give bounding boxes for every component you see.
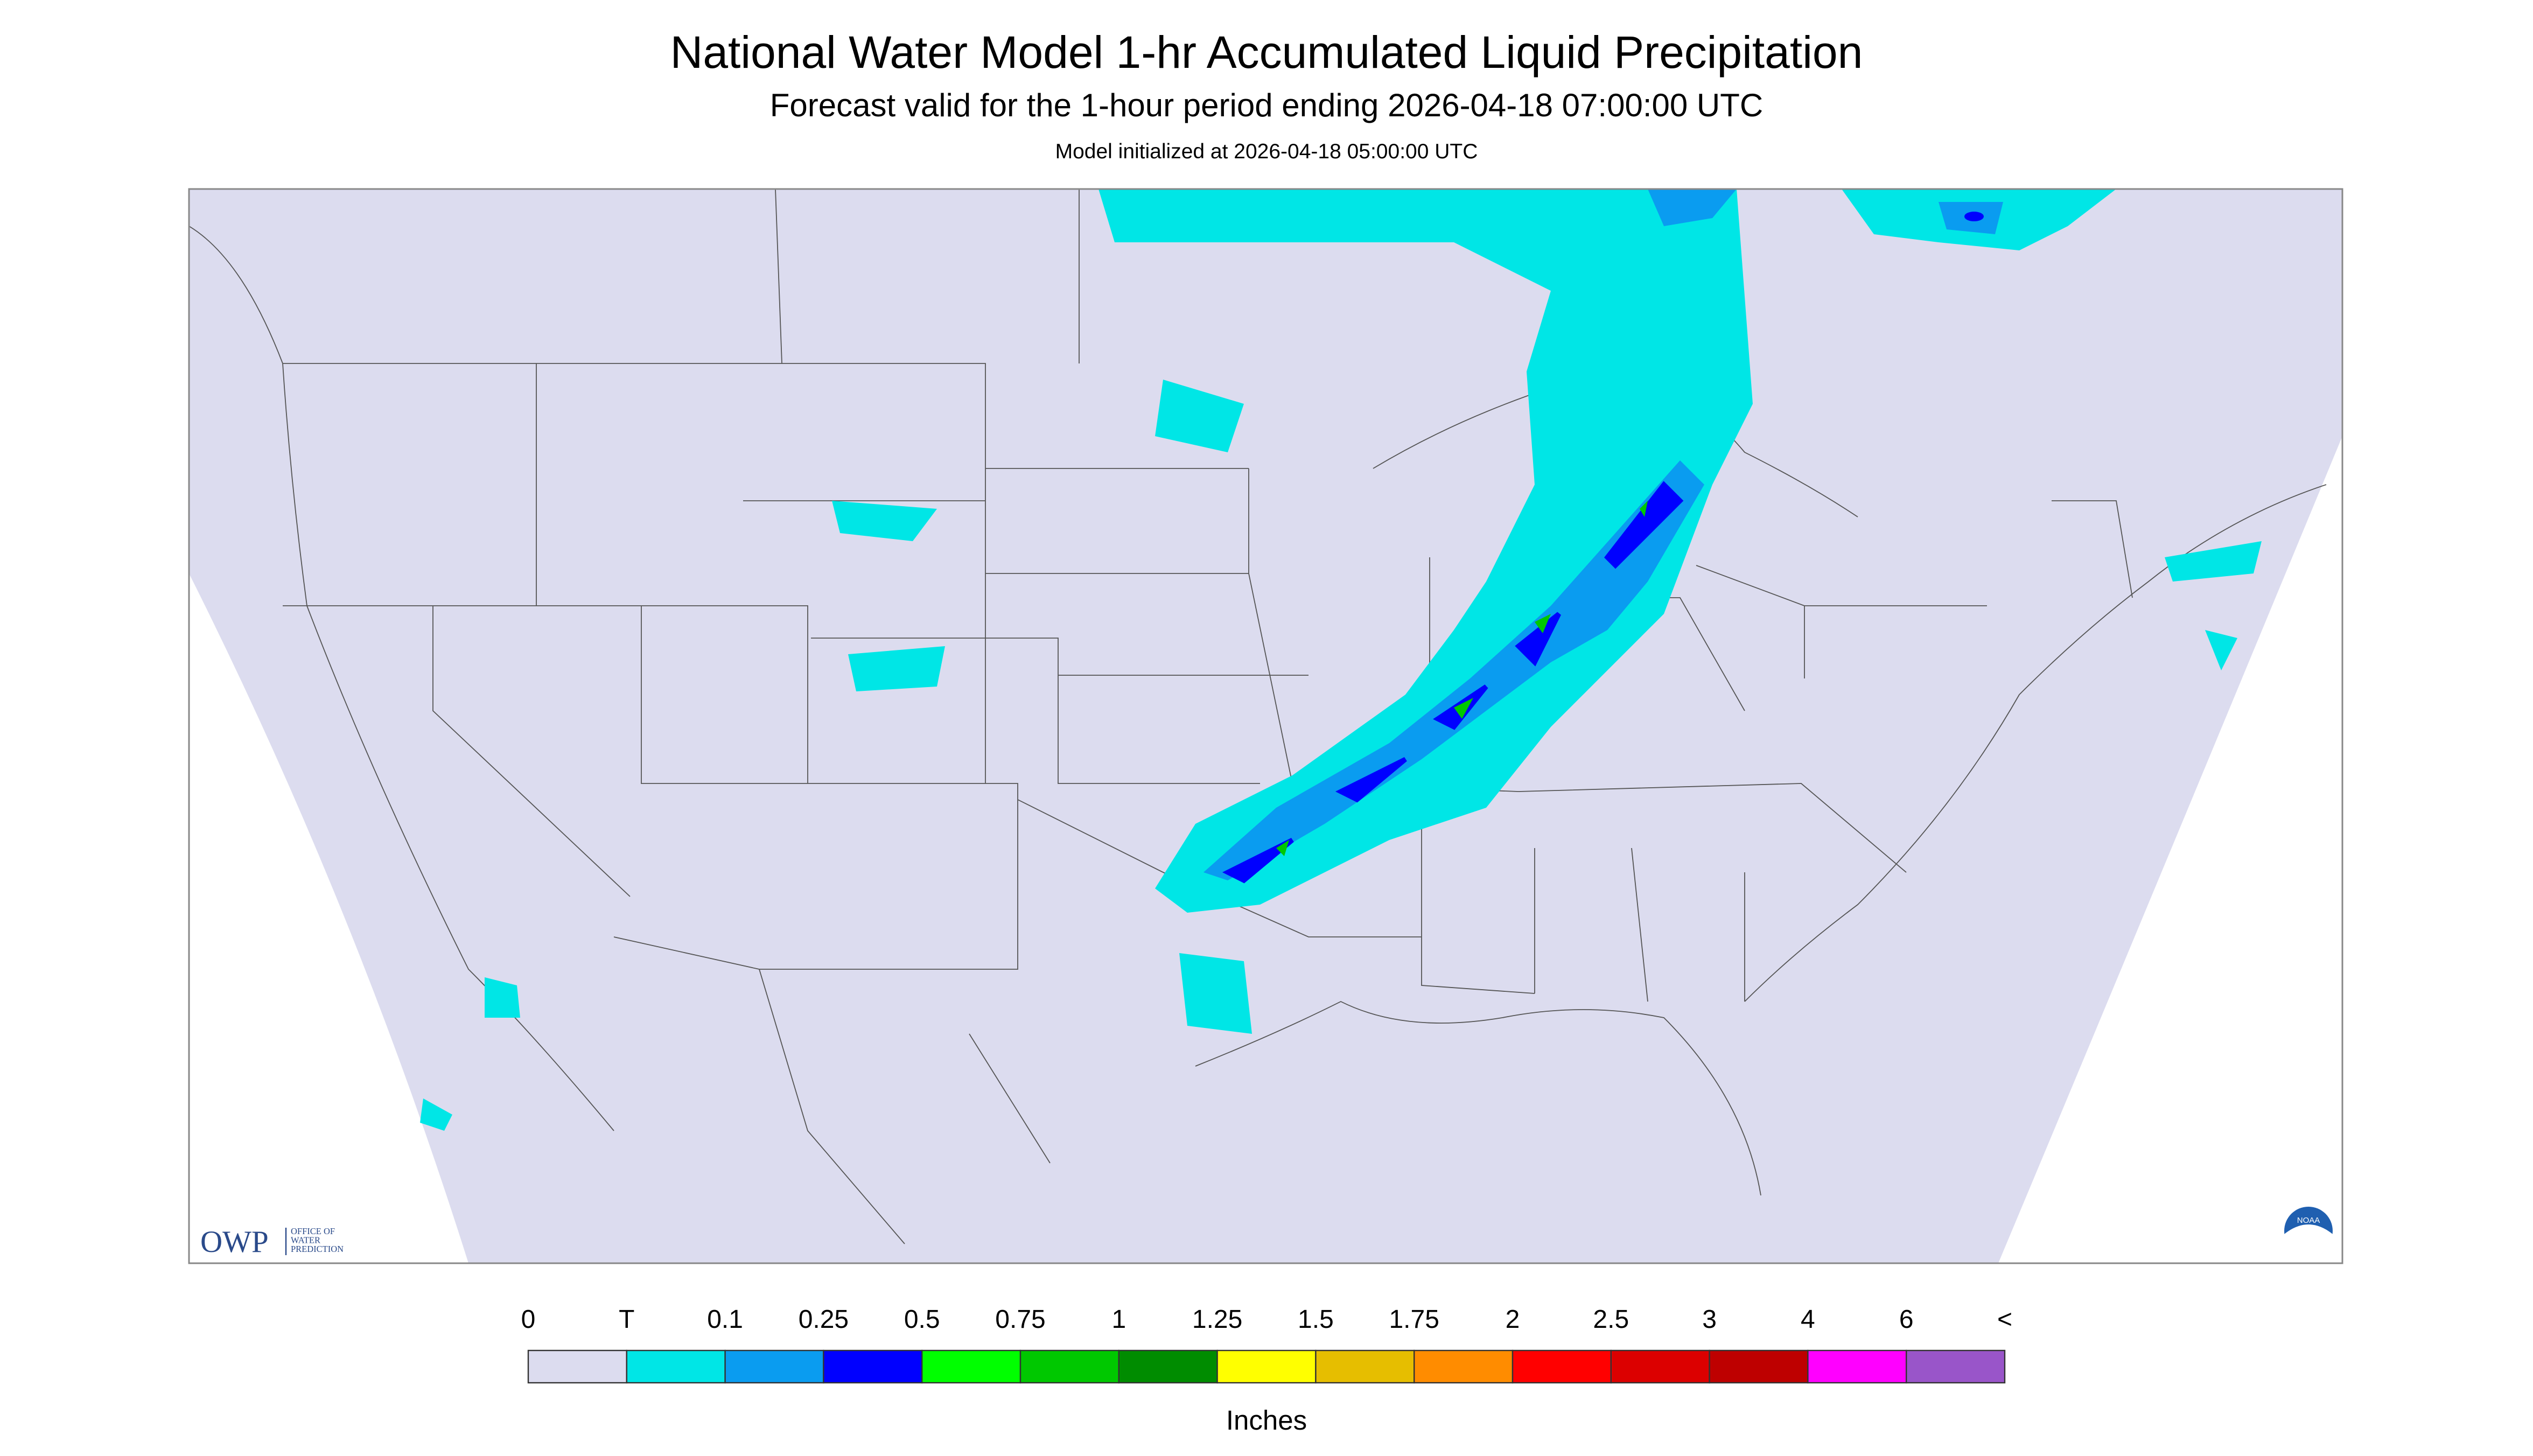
color-swatch (626, 1349, 726, 1384)
title: National Water Model 1-hr Accumulated Li… (670, 27, 1863, 78)
noaa-text: NOAA (2297, 1216, 2320, 1225)
precip-area (1964, 212, 1984, 222)
outside-projection-right (1998, 436, 2342, 1264)
colorbar-label: 1 (1111, 1305, 1126, 1334)
colorbar-label: 0.1 (707, 1305, 743, 1334)
colorbar-label: 6 (1899, 1305, 1914, 1334)
color-swatch (1019, 1349, 1120, 1384)
boundaries (188, 188, 2327, 1244)
colorbar-label: 1.5 (1298, 1305, 1334, 1334)
color-swatch (724, 1349, 824, 1384)
color-swatch (1512, 1349, 1612, 1384)
unit-label: Inches (1226, 1405, 1307, 1436)
colorbar-label: 0.5 (904, 1305, 940, 1334)
color-swatch (823, 1349, 923, 1384)
colorbar-label: 3 (1702, 1305, 1717, 1334)
color-swatch (1709, 1349, 1809, 1384)
subtitle: Forecast valid for the 1-hour period end… (770, 87, 1763, 123)
color-swatch (527, 1349, 628, 1384)
owp-text-line: WATER (291, 1235, 320, 1245)
color-swatch (1118, 1349, 1218, 1384)
color-swatch (1905, 1349, 2006, 1384)
color-swatch (1414, 1349, 1514, 1384)
colorbar: 0 T 0.1 0.25 0.5 0.75 1 1.25 1.5 1.75 2 2.5 3 4 6 < (521, 1305, 2012, 1384)
map-frame (188, 188, 2343, 1264)
colorbar-label: 2 (1506, 1305, 1520, 1334)
colorbar-label: 0.75 (995, 1305, 1045, 1334)
colorbar-label: 4 (1801, 1305, 1815, 1334)
color-swatch (1216, 1349, 1317, 1384)
colorbar-label: 0.25 (799, 1305, 849, 1334)
color-swatch (1610, 1349, 1710, 1384)
colorbar-label: 0 (521, 1305, 536, 1334)
init-line: Model initialized at 2026-04-18 05:00:00… (1055, 140, 1478, 163)
noaa-logo-wave (2284, 1224, 2333, 1259)
colorbar-label: 1.75 (1389, 1305, 1439, 1334)
precip-heavy (1222, 481, 1684, 884)
precipitation (420, 189, 2262, 1131)
owp-text-line: PREDICTION (291, 1244, 344, 1254)
map-background (189, 189, 2342, 1264)
colorbar-label: T (619, 1305, 634, 1334)
colorbar-label: < (1997, 1305, 2012, 1334)
precip-area (1648, 189, 1737, 227)
outside-projection-left (189, 573, 468, 1264)
color-swatch (1315, 1349, 1415, 1384)
color-swatch (1807, 1349, 1907, 1384)
colorbar-label: 1.25 (1192, 1305, 1242, 1334)
colorbar-label: 2.5 (1593, 1305, 1629, 1334)
color-swatch (921, 1349, 1021, 1384)
owp-text-line: OFFICE OF (291, 1226, 335, 1236)
owp-logo: OWP (200, 1225, 269, 1259)
precip-band (1098, 189, 1753, 913)
